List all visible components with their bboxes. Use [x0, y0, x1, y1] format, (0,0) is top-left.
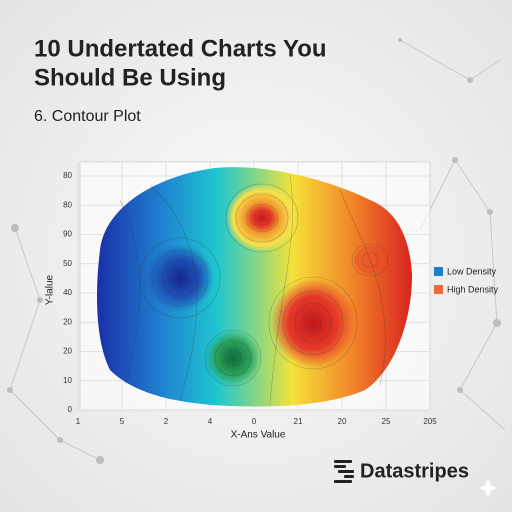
network-decoration	[7, 38, 506, 464]
y-axis-label: Y-lalue	[45, 274, 56, 305]
legend: Low Density High Density	[434, 266, 499, 294]
legend-label: Low Density	[447, 266, 497, 276]
brand-name: Datastripes	[360, 460, 469, 482]
y-tick-label: 80	[63, 200, 72, 209]
legend-label: High Density	[447, 284, 499, 294]
y-tick-label: 40	[63, 288, 72, 297]
y-tick-label: 20	[63, 347, 72, 356]
subtitle: 6. Contour Plot	[34, 108, 141, 125]
y-tick-label: 80	[63, 171, 72, 180]
x-tick-label: 0	[252, 417, 257, 426]
sparkle	[478, 478, 498, 498]
x-ticks: 1 5 2 4 0 21 20 25 205	[76, 417, 437, 426]
brand-logo	[334, 460, 354, 483]
title-line: Should Be Using	[34, 64, 226, 91]
legend-swatch	[434, 267, 443, 276]
x-axis-label: X-Ans Value	[231, 430, 286, 441]
legend-swatch	[434, 285, 443, 294]
x-tick-label: 4	[208, 417, 213, 426]
y-tick-label: 20	[63, 317, 72, 326]
x-tick-label: 21	[294, 417, 303, 426]
x-tick-label: 20	[338, 417, 347, 426]
y-tick-label: 90	[63, 230, 72, 239]
y-tick-label: 50	[63, 259, 72, 268]
y-tick-label: 10	[63, 376, 72, 385]
x-tick-label: 205	[423, 417, 437, 426]
contour-surface	[97, 167, 413, 407]
x-tick-label: 25	[382, 417, 391, 426]
x-tick-label: 5	[120, 417, 125, 426]
title-line: 10 Undertated Charts You	[34, 35, 327, 62]
x-tick-label: 2	[164, 417, 169, 426]
y-tick-label: 0	[68, 405, 73, 414]
y-ticks: 80 80 90 50 40 20 20 10 0	[63, 171, 72, 414]
x-tick-label: 1	[76, 417, 81, 426]
